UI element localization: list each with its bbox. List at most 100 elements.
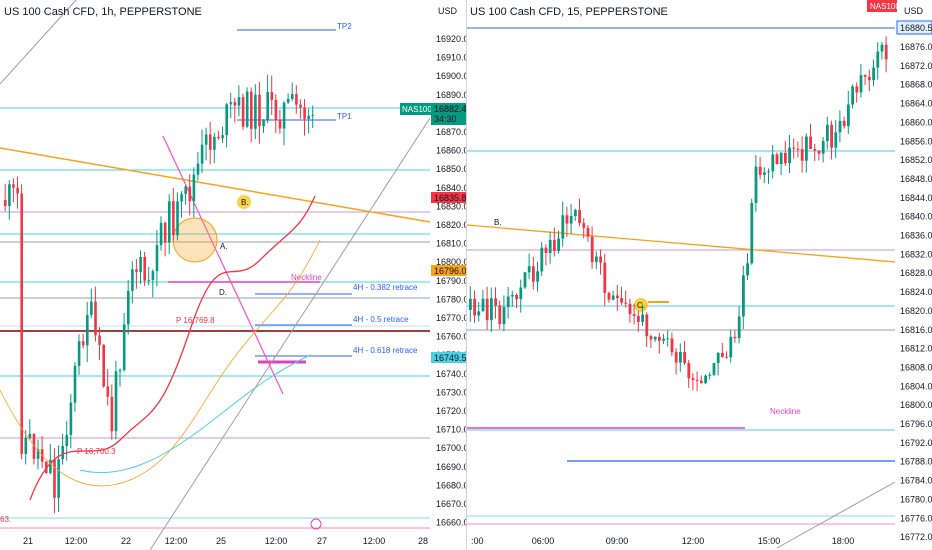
chart-canvas-1h[interactable]: USD16920.016910.016900.016890.016880.016… <box>0 0 466 550</box>
candle-body <box>704 375 707 384</box>
price-tick-label: 16670.0 <box>436 499 466 509</box>
candle-body <box>299 104 302 108</box>
currency-label: USD <box>438 6 458 16</box>
time-tick-label: :00 <box>471 536 484 546</box>
candle-body <box>494 298 497 306</box>
price-tick-label: 16840.0 <box>436 183 466 193</box>
candle-body <box>674 352 678 363</box>
candle-body <box>127 290 130 325</box>
price-tick-label: 16852.0 <box>900 155 932 165</box>
time-tick-label: 22 <box>121 536 131 546</box>
candle-body <box>118 370 122 372</box>
candle-body <box>477 311 481 316</box>
price-tick-label: 16690.0 <box>436 462 466 472</box>
candle-body <box>578 210 581 224</box>
candle-body <box>653 336 657 340</box>
candle-body <box>616 295 619 299</box>
time-tick-label: 28 <box>418 536 428 546</box>
candle-body <box>20 193 23 454</box>
point-c-marker <box>634 298 648 312</box>
candle-body <box>229 102 233 105</box>
grey-channel <box>776 481 896 549</box>
price-tick-label: 16772.0 <box>900 532 932 542</box>
chart-canvas-15m[interactable]: USD 16876.0 16872.0 16868.0 16864.0 16860.0 16… <box>467 0 932 550</box>
candle-body <box>307 115 310 119</box>
symbol-tag-text: NAS100 <box>870 2 900 11</box>
candle-body <box>817 150 821 154</box>
price-tick-label: 16920.0 <box>436 34 466 44</box>
candle-body <box>565 215 569 224</box>
candle-body <box>135 269 138 273</box>
candle-body <box>548 239 552 253</box>
candle-body <box>469 298 472 310</box>
candle-body <box>868 76 871 81</box>
tag-orange-bg <box>431 265 466 276</box>
candle-body <box>77 341 81 366</box>
candle-body <box>553 239 556 251</box>
candle-body <box>490 298 493 321</box>
candle-body <box>733 336 737 339</box>
candle-body <box>540 247 544 272</box>
grey-channel-top <box>0 0 77 85</box>
candle-body <box>767 171 770 173</box>
label-d: D. <box>219 288 227 297</box>
tp2-label: TP2 <box>337 22 352 31</box>
price-tick-label: 16820.0 <box>900 306 932 316</box>
candle-body <box>98 335 101 345</box>
candle-body <box>147 279 151 281</box>
candle-body <box>847 104 850 127</box>
symbol-tag <box>400 103 431 115</box>
candle-body <box>763 172 766 175</box>
candle-body <box>204 134 208 145</box>
time-tick-label: 12:00 <box>65 536 88 546</box>
candle-body <box>262 119 265 127</box>
candle-body <box>481 298 485 312</box>
price-tick-label: 16796.0 <box>900 419 932 429</box>
price-tick-label: 16660.0 <box>436 518 466 528</box>
price-tick-label: 16844.0 <box>900 193 932 203</box>
chart-pane-15m[interactable]: US 100 Cash CFD, 15, PEPPERSTONE USD 1687… <box>467 0 932 550</box>
candle-body <box>796 148 800 150</box>
candle-body <box>278 119 282 129</box>
candle-body <box>16 187 19 194</box>
candle-body <box>792 147 796 149</box>
candle-body <box>523 272 527 288</box>
candle-body <box>599 256 602 263</box>
candle-body <box>221 135 224 139</box>
candle-body <box>527 266 531 273</box>
candle-body <box>291 94 294 99</box>
candle-body <box>258 94 261 127</box>
price-tick-label: 16840.0 <box>900 212 932 222</box>
point-b-marker <box>237 195 251 209</box>
price-tick-label: 16860.0 <box>900 117 932 127</box>
candle-body <box>106 386 110 397</box>
price-tick-label: 16836.0 <box>900 231 932 241</box>
candle-body <box>695 379 699 381</box>
candle-body <box>716 352 720 364</box>
candle-body <box>679 351 682 363</box>
candle-body <box>821 140 825 154</box>
candle-body <box>155 245 159 272</box>
alert-icon <box>310 518 322 530</box>
candle-body <box>851 86 854 105</box>
candle-body <box>81 341 85 346</box>
candle-body <box>94 301 97 336</box>
candle-body <box>159 222 163 246</box>
candle-body <box>36 449 40 459</box>
candle-body <box>582 223 586 228</box>
candle-body <box>172 201 175 236</box>
candle-body <box>184 186 187 194</box>
candle-body <box>859 75 863 93</box>
candle-body <box>225 104 228 136</box>
candle-body <box>250 91 253 129</box>
candle-body <box>712 363 716 375</box>
candle-body <box>114 371 118 432</box>
candle-body <box>624 302 628 304</box>
chart-pane-1h[interactable]: US 100 Cash CFD, 1h, PEPPERSTONE USD 1692… <box>0 0 467 550</box>
price-tick-label: 16790.0 <box>436 276 466 286</box>
candle-body <box>834 132 838 148</box>
candle-body <box>233 102 237 106</box>
candle-body <box>620 298 623 303</box>
candle-body <box>295 94 298 105</box>
label-a: A. <box>220 242 228 251</box>
